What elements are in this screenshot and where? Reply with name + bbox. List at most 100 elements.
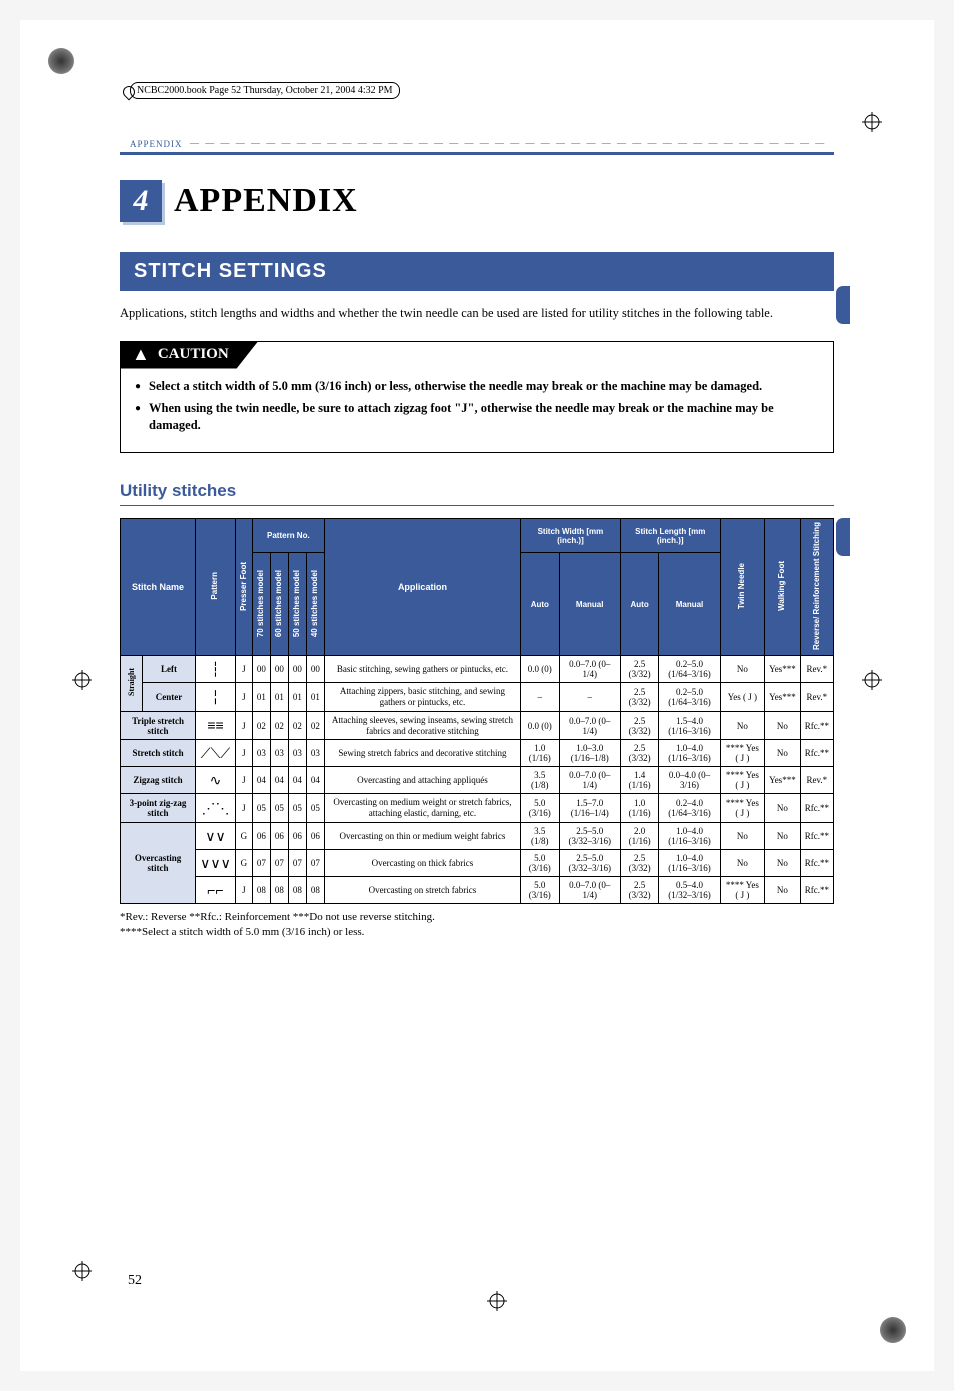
th-stitch-name: Stitch Name [121, 519, 196, 656]
pattern-no-cell: 04 [288, 767, 306, 794]
length-auto-cell: 2.5 (3/32) [620, 711, 659, 740]
document-page: NCBC2000.book Page 52 Thursday, October … [20, 20, 934, 1371]
stitch-name-cell: Triple stretch stitch [121, 711, 196, 740]
width-auto-cell: 3.5 (1/8) [521, 767, 560, 794]
table-row: Overcasting stitch∨∨G06060606Overcasting… [121, 822, 834, 849]
length-auto-cell: 1.4 (1/16) [620, 767, 659, 794]
width-manual-cell: 2.5–5.0 (3/32–3/16) [559, 822, 620, 849]
pattern-no-cell: 04 [252, 767, 270, 794]
width-manual-cell: 1.5–7.0 (1/16–1/4) [559, 794, 620, 823]
stitch-settings-table: Stitch Name Pattern Presser Foot Pattern… [120, 518, 834, 904]
pattern-glyph-cell: ∨∨∨ [196, 849, 236, 876]
table-row: Triple stretch stitch≡≡J02020202Attachin… [121, 711, 834, 740]
th-reinforce: Reverse/ Reinforcement Stitching [800, 519, 833, 656]
registration-mark-icon [862, 670, 882, 690]
caution-label: CAUTION [158, 346, 229, 363]
pattern-glyph-cell: ∨∨ [196, 822, 236, 849]
stitch-name-cell: Stretch stitch [121, 740, 196, 767]
book-meta-info: NCBC2000.book Page 52 Thursday, October … [130, 82, 400, 99]
registration-circle-icon [880, 1317, 906, 1343]
presser-foot-cell: J [235, 711, 252, 740]
header-area: APPENDIX — — — — — — — — — — — — — — — —… [120, 139, 834, 155]
th-twin: Twin Needle [720, 519, 764, 656]
twin-needle-cell: **** Yes ( J ) [720, 767, 764, 794]
reinforce-cell: Rfc.** [800, 740, 833, 767]
pattern-no-cell: 01 [270, 683, 288, 712]
caution-box: ▲ CAUTION Select a stitch width of 5.0 m… [120, 341, 834, 454]
pattern-no-cell: 02 [252, 711, 270, 740]
reinforce-cell: Rev.* [800, 683, 833, 712]
twin-needle-cell: **** Yes ( J ) [720, 794, 764, 823]
length-manual-cell: 0.2–5.0 (1/64–3/16) [659, 656, 720, 683]
thumb-tab-icon [836, 286, 850, 324]
length-auto-cell: 2.5 (3/32) [620, 876, 659, 903]
presser-foot-cell: G [235, 822, 252, 849]
chapter-heading: 4 APPENDIX [120, 180, 834, 222]
th-auto-l: Auto [620, 553, 659, 656]
th-pattern: Pattern [196, 519, 236, 656]
application-cell: Sewing stretch fabrics and decorative st… [324, 740, 520, 767]
pattern-no-cell: 02 [288, 711, 306, 740]
width-auto-cell: 5.0 (3/16) [521, 849, 560, 876]
length-auto-cell: 2.5 (3/32) [620, 683, 659, 712]
twin-needle-cell: No [720, 656, 764, 683]
width-manual-cell: – [559, 683, 620, 712]
stitch-name-cell: Overcasting stitch [121, 822, 196, 903]
pattern-no-cell: 07 [306, 849, 324, 876]
length-manual-cell: 0.2–5.0 (1/64–3/16) [659, 683, 720, 712]
length-manual-cell: 0.2–4.0 (1/64–3/16) [659, 794, 720, 823]
stitch-name-cell: Straight [121, 656, 143, 712]
registration-mark-icon [72, 670, 92, 690]
pattern-no-cell: 06 [306, 822, 324, 849]
length-manual-cell: 0.0–4.0 (0–3/16) [659, 767, 720, 794]
pattern-no-cell: 06 [288, 822, 306, 849]
pattern-no-cell: 05 [270, 794, 288, 823]
header-dashes: — — — — — — — — — — — — — — — — — — — — … [190, 138, 834, 158]
stitch-sub-cell: Center [143, 683, 196, 712]
presser-foot-cell: J [235, 683, 252, 712]
pattern-no-cell: 03 [270, 740, 288, 767]
reinforce-cell: Rfc.** [800, 849, 833, 876]
application-cell: Attaching zippers, basic stitching, and … [324, 683, 520, 712]
th-width: Stitch Width [mm (inch.)] [521, 519, 621, 553]
pattern-glyph-cell: ⋰⋱ [196, 794, 236, 823]
pattern-no-cell: 05 [252, 794, 270, 823]
reinforce-cell: Rfc.** [800, 711, 833, 740]
pattern-no-cell: 03 [288, 740, 306, 767]
pattern-glyph-cell: ╎ [196, 683, 236, 712]
walking-foot-cell: Yes*** [765, 683, 801, 712]
width-auto-cell: 5.0 (3/16) [521, 794, 560, 823]
application-cell: Overcasting on medium weight or stretch … [324, 794, 520, 823]
pattern-no-cell: 06 [270, 822, 288, 849]
section-banner: STITCH SETTINGS [120, 252, 834, 291]
width-manual-cell: 0.0–7.0 (0–1/4) [559, 767, 620, 794]
caution-list: Select a stitch width of 5.0 mm (3/16 in… [135, 378, 819, 435]
presser-foot-cell: J [235, 794, 252, 823]
presser-foot-cell: J [235, 656, 252, 683]
width-auto-cell: 5.0 (3/16) [521, 876, 560, 903]
walking-foot-cell: No [765, 876, 801, 903]
pattern-glyph-cell: ⌐⌐ [196, 876, 236, 903]
twin-needle-cell: **** Yes ( J ) [720, 740, 764, 767]
registration-mark-icon [72, 1261, 92, 1281]
length-manual-cell: 1.0–4.0 (1/16–3/16) [659, 740, 720, 767]
stitch-name-cell: Zigzag stitch [121, 767, 196, 794]
width-auto-cell: 1.0 (1/16) [521, 740, 560, 767]
application-cell: Overcasting on stretch fabrics [324, 876, 520, 903]
thumb-tab-icon [836, 518, 850, 556]
pattern-no-cell: 00 [270, 656, 288, 683]
th-auto-w: Auto [521, 553, 560, 656]
page-number: 52 [128, 1273, 142, 1289]
pattern-no-cell: 05 [306, 794, 324, 823]
pattern-no-cell: 02 [306, 711, 324, 740]
pattern-no-cell: 08 [252, 876, 270, 903]
pattern-no-cell: 07 [288, 849, 306, 876]
pattern-no-cell: 05 [288, 794, 306, 823]
th-manual-w: Manual [559, 553, 620, 656]
pattern-glyph-cell: ≡≡ [196, 711, 236, 740]
application-cell: Overcasting and attaching appliqués [324, 767, 520, 794]
footnotes: *Rev.: Reverse **Rfc.: Reinforcement ***… [120, 910, 834, 941]
width-manual-cell: 1.0–3.0 (1/16–1/8) [559, 740, 620, 767]
table-row: Zigzag stitch∿J04040404Overcasting and a… [121, 767, 834, 794]
reinforce-cell: Rfc.** [800, 822, 833, 849]
